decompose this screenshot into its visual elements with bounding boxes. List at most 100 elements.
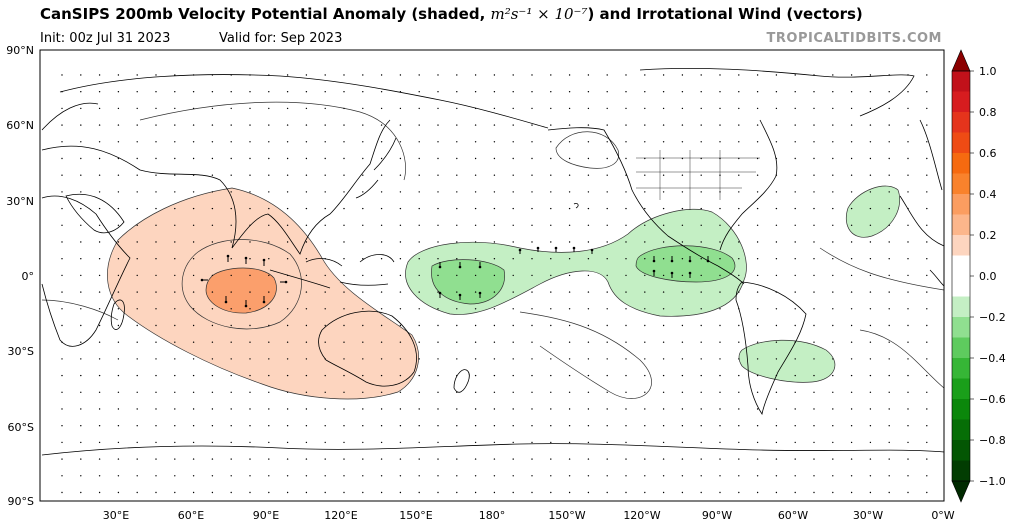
vector-dot (907, 274, 909, 277)
vector-dot (98, 308, 101, 310)
vector-dot (399, 408, 402, 410)
vector-dot (456, 241, 458, 243)
vector-dot (832, 341, 834, 343)
lon-label-0w: 0°W (931, 509, 954, 522)
vector-dot (587, 308, 590, 310)
vector-dot (719, 324, 721, 327)
map-panel (39, 49, 945, 502)
vector-dot (493, 308, 496, 310)
vector-dot (155, 391, 157, 393)
vector-dot (155, 374, 157, 377)
vector-dot (681, 391, 684, 393)
vector-dot (625, 425, 627, 427)
vector-dot (174, 91, 176, 93)
vector-dot (230, 207, 232, 210)
vector-dot (700, 491, 702, 494)
vector-dot (192, 174, 195, 176)
vector-dot (155, 141, 157, 143)
title-suffix: ) and Irrotational Wind (vectors) (587, 5, 863, 23)
vector-dot (493, 224, 496, 226)
vector-dot (305, 74, 308, 76)
vector-dot (738, 124, 740, 126)
vector-dot (907, 291, 909, 293)
vector-dot (568, 157, 571, 160)
vector-dot (493, 141, 496, 143)
vector-dot (380, 374, 383, 377)
vector-dot (738, 374, 740, 377)
vector-dot (606, 207, 608, 210)
vector-dot (926, 274, 928, 277)
wind-arrow-head (478, 265, 482, 269)
vector-dot (249, 341, 251, 343)
vector-dot (343, 74, 345, 76)
vector-dot (700, 124, 702, 126)
colorbar-cell (952, 91, 970, 113)
vector-dot (700, 291, 702, 293)
wind-arrow-head (244, 256, 248, 260)
vector-dot (662, 341, 665, 343)
vector-dot (531, 391, 533, 393)
vector-dot (700, 324, 702, 327)
vector-dot (343, 391, 345, 393)
vector-dot (380, 174, 383, 176)
vector-dot (474, 475, 477, 477)
vector-dot (343, 157, 345, 160)
vector-dot (362, 475, 364, 477)
vector-dot (192, 258, 195, 260)
vector-dot (61, 391, 63, 393)
vector-dot (512, 174, 514, 176)
vector-dot (832, 174, 834, 176)
vector-dot (756, 207, 759, 210)
vector-dot (305, 291, 308, 293)
vector-dot (136, 458, 138, 460)
vector-dot (719, 224, 721, 226)
vector-dot (380, 74, 383, 76)
zero-contour-arctic (139, 101, 406, 181)
vector-dot (418, 207, 420, 210)
vector-dot (249, 475, 251, 477)
vector-dot (550, 391, 552, 393)
vector-dot (174, 258, 176, 260)
vector-dot (512, 157, 514, 160)
vector-dot (61, 241, 63, 243)
vector-dot (869, 207, 872, 210)
vector-dot (80, 124, 82, 126)
colorbar-cell (952, 153, 970, 174)
vector-dot (550, 491, 552, 494)
vector-dot (286, 441, 289, 444)
colorbar-bottom-arrow (951, 480, 971, 503)
vector-dot (61, 274, 63, 277)
vector-dot (456, 491, 458, 494)
vector-dot (512, 324, 514, 327)
vector-dot (155, 224, 157, 226)
vector-dot (587, 408, 590, 410)
vector-dot (644, 358, 646, 360)
vector-dot (98, 408, 101, 410)
lat-label-30s: 30°S (8, 345, 34, 358)
vector-dot (926, 91, 928, 93)
vector-dot (738, 291, 740, 293)
colorbar-label: −1.0 (979, 475, 1006, 488)
vector-dot (324, 458, 326, 460)
vector-dot (756, 308, 759, 310)
vector-dot (775, 207, 778, 210)
vector-dot (794, 374, 796, 377)
vector-dot (268, 358, 270, 360)
vector-dot (230, 141, 232, 143)
vector-dot (174, 408, 176, 410)
vector-dot (418, 324, 420, 327)
vector-dot (343, 425, 345, 427)
vector-dot (926, 341, 928, 343)
vector-dot (418, 441, 420, 444)
vector-dot (305, 391, 308, 393)
vector-dot (625, 391, 627, 393)
vector-dot (211, 224, 214, 226)
vector-dot (380, 141, 383, 143)
vector-dot (738, 491, 740, 494)
vector-dot (738, 341, 740, 343)
vector-dot (832, 408, 834, 410)
vector-dot (286, 224, 289, 226)
vector-dot (230, 258, 232, 260)
vector-dot (794, 191, 796, 193)
vector-dot (268, 258, 270, 260)
